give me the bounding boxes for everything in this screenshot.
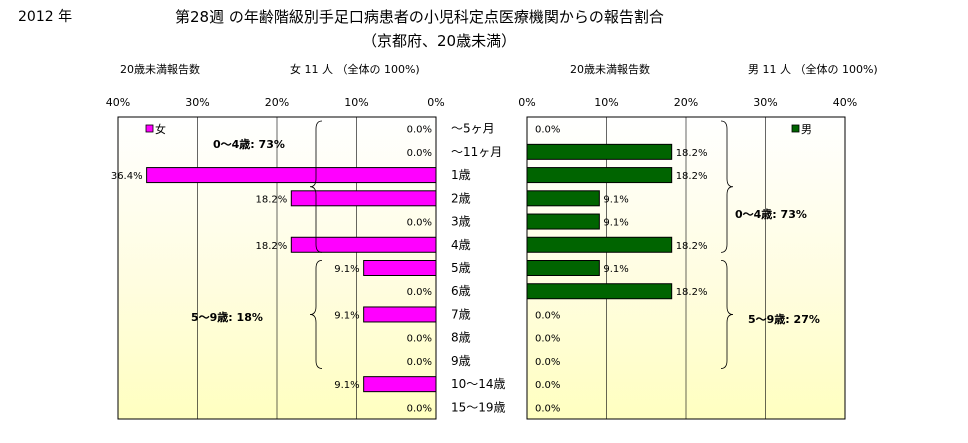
- male-bar: [526, 167, 673, 184]
- female-data-label: 18.2%: [256, 241, 288, 252]
- male-data-label: 18.2%: [676, 287, 708, 298]
- female-bar: [290, 190, 437, 207]
- female-legend-swatch: [145, 124, 154, 133]
- female-tick-label: 30%: [185, 96, 209, 109]
- female-tick-label: 20%: [265, 96, 289, 109]
- category-label: 2歳: [451, 191, 471, 205]
- female-data-label: 0.0%: [407, 218, 432, 229]
- male-count-label: 20歳未満報告数: [570, 63, 650, 76]
- female-bar: [146, 167, 437, 184]
- female-tick-label: 0%: [427, 96, 444, 109]
- female-age-group-brace: [309, 120, 323, 253]
- male-age-group-brace: [720, 120, 734, 253]
- male-summary: 男 11 人 （全体の 100%): [748, 63, 878, 76]
- chart-subtitle: （京都府、20歳未満）: [362, 32, 517, 50]
- female-data-label: 36.4%: [111, 171, 143, 182]
- category-label: 4歳: [451, 238, 471, 252]
- male-legend-swatch: [791, 124, 800, 133]
- female-bar: [363, 376, 437, 393]
- male-bar: [526, 213, 600, 230]
- female-bar: [363, 260, 437, 276]
- female-data-label: 9.1%: [334, 264, 359, 275]
- female-data-label: 0.0%: [407, 357, 432, 368]
- category-label: 8歳: [451, 331, 471, 345]
- female-data-label: 9.1%: [334, 310, 359, 321]
- male-data-label: 9.1%: [603, 264, 628, 275]
- male-bar: [526, 236, 673, 253]
- male-bar: [526, 283, 673, 300]
- category-label: 9歳: [451, 354, 471, 368]
- category-label: 1歳: [451, 168, 471, 182]
- male-data-label: 0.0%: [535, 125, 560, 136]
- female-data-label: 0.0%: [407, 287, 432, 298]
- female-age-group-brace: [309, 259, 323, 369]
- female-age-group-label: 5～9歳: 18%: [191, 310, 263, 324]
- category-label: 6歳: [451, 284, 471, 298]
- male-data-label: 18.2%: [676, 148, 708, 159]
- female-data-label: 9.1%: [334, 380, 359, 391]
- female-tick-label: 10%: [344, 96, 368, 109]
- male-data-label: 18.2%: [676, 241, 708, 252]
- male-data-label: 0.0%: [535, 334, 560, 345]
- male-data-label: 9.1%: [603, 194, 628, 205]
- male-data-label: 0.0%: [535, 357, 560, 368]
- male-data-label: 0.0%: [535, 380, 560, 391]
- male-bar: [526, 190, 600, 207]
- female-data-label: 0.0%: [407, 403, 432, 414]
- male-tick-label: 0%: [518, 96, 535, 109]
- female-bar: [290, 236, 437, 253]
- category-label: 7歳: [451, 307, 471, 321]
- female-count-label: 20歳未満報告数: [120, 63, 200, 76]
- female-legend-label: 女: [155, 122, 166, 136]
- female-age-group-label: 0～4歳: 73%: [213, 137, 285, 151]
- category-label: 3歳: [451, 215, 471, 229]
- female-data-label: 18.2%: [256, 194, 288, 205]
- male-age-group-brace: [720, 259, 734, 369]
- male-data-label: 9.1%: [603, 218, 628, 229]
- female-bar: [363, 306, 437, 323]
- female-data-label: 0.0%: [407, 125, 432, 136]
- male-data-label: 0.0%: [535, 403, 560, 414]
- category-label: 10～14歳: [451, 377, 506, 391]
- male-tick-label: 30%: [753, 96, 777, 109]
- category-label: 5歳: [451, 261, 471, 275]
- female-data-label: 0.0%: [407, 334, 432, 345]
- male-legend-label: 男: [801, 123, 812, 136]
- female-summary: 女 11 人 （全体の 100%): [290, 63, 420, 76]
- category-label: 15～19歳: [451, 400, 506, 414]
- chart-title: 第28週 の年齢階級別手足口病患者の小児科定点医療機関からの報告割合: [175, 8, 664, 26]
- female-data-label: 0.0%: [407, 148, 432, 159]
- male-bar: [526, 143, 673, 160]
- male-tick-label: 40%: [833, 96, 857, 109]
- category-label: ～11ヶ月: [451, 145, 502, 159]
- year-label: 2012 年: [18, 9, 73, 25]
- male-data-label: 0.0%: [535, 310, 560, 321]
- male-age-group-label: 0～4歳: 73%: [735, 207, 807, 221]
- male-tick-label: 10%: [594, 96, 618, 109]
- male-bar: [526, 260, 600, 276]
- male-data-label: 18.2%: [676, 171, 708, 182]
- male-age-group-label: 5～9歳: 27%: [748, 312, 820, 326]
- category-label: ～5ヶ月: [451, 122, 495, 136]
- female-tick-label: 40%: [106, 96, 130, 109]
- male-tick-label: 20%: [674, 96, 698, 109]
